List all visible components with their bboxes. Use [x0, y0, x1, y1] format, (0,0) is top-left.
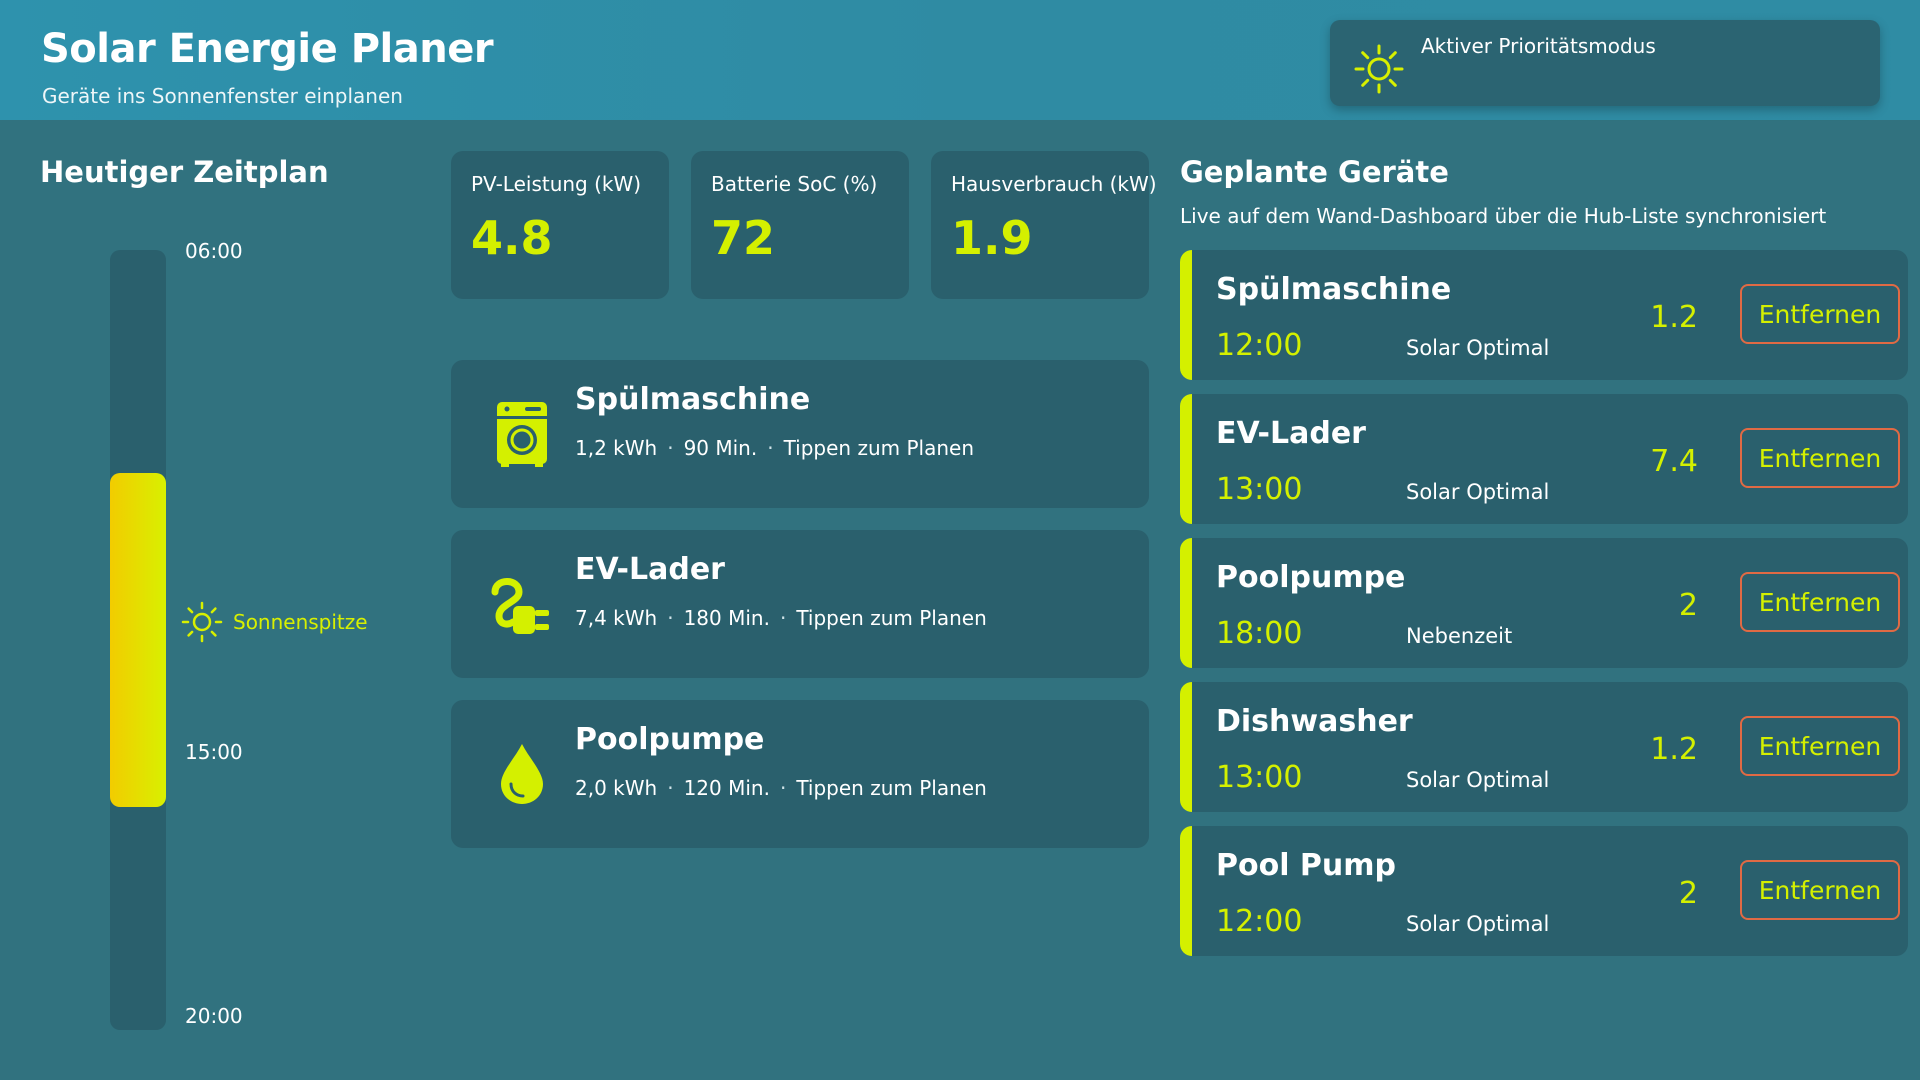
- planned-item-time: 12:00: [1216, 328, 1303, 363]
- planned-item-name: Spülmaschine: [1216, 272, 1452, 307]
- device-duration: 180 Min.: [683, 606, 770, 630]
- device-duration: 120 Min.: [683, 776, 770, 800]
- stat-value: 4.8: [471, 211, 553, 265]
- planned-item-kw: 1.2: [1650, 300, 1698, 335]
- device-meta: 2,0 kWh · 120 Min. · Tippen zum Planen: [575, 776, 987, 800]
- device-energy: 7,4 kWh: [575, 606, 658, 630]
- device-duration: 90 Min.: [683, 436, 758, 460]
- planned-item: Spülmaschine 12:00 Solar Optimal 1.2 Ent…: [1180, 250, 1908, 380]
- sun-icon: [181, 601, 223, 643]
- planned-subtitle: Live auf dem Wand-Dashboard über die Hub…: [1180, 204, 1827, 228]
- device-meta: 1,2 kWh · 90 Min. · Tippen zum Planen: [575, 436, 975, 460]
- planned-item-time: 13:00: [1216, 472, 1303, 507]
- planned-item-kw: 1.2: [1650, 732, 1698, 767]
- stat-label: PV-Leistung (kW): [471, 172, 642, 196]
- timeline-title: Heutiger Zeitplan: [40, 155, 329, 189]
- planned-item-time: 12:00: [1216, 904, 1303, 939]
- planned-item-kw: 2: [1678, 588, 1698, 623]
- app-subtitle: Geräte ins Sonnenfenster einplanen: [42, 84, 403, 108]
- app-title: Solar Energie Planer: [41, 26, 494, 72]
- planned-item-mode: Nebenzeit: [1406, 624, 1513, 648]
- device-meta: 7,4 kWh · 180 Min. · Tippen zum Planen: [575, 606, 987, 630]
- device-card-ev-charger[interactable]: EV-Lader 7,4 kWh · 180 Min. · Tippen zum Pla…: [451, 530, 1149, 678]
- timeline-sun-window: [110, 473, 166, 807]
- stat-card-house-consumption: Hausverbrauch (kW) 1.9: [931, 151, 1157, 299]
- washing-machine-icon: [497, 402, 547, 467]
- planned-item: Poolpumpe 18:00 Nebenzeit 2 Entfernen: [1180, 538, 1908, 668]
- device-card-pool-pump[interactable]: Poolpumpe 2,0 kWh · 120 Min. · Tippen zum Pl…: [451, 700, 1149, 848]
- remove-button[interactable]: Entfernen: [1740, 428, 1900, 488]
- sun-peak-marker: Sonnenspitze: [181, 600, 368, 644]
- stat-value: 72: [711, 211, 776, 265]
- planned-item-name: EV-Lader: [1216, 416, 1366, 451]
- device-name: EV-Lader: [575, 552, 725, 587]
- device-name: Spülmaschine: [575, 382, 811, 417]
- planned-item: Dishwasher 13:00 Solar Optimal 1.2 Entfe…: [1180, 682, 1908, 812]
- stat-label: Hausverbrauch (kW): [951, 172, 1157, 196]
- planned-item-name: Pool Pump: [1216, 848, 1397, 883]
- planned-item-name: Dishwasher: [1216, 704, 1413, 739]
- device-energy: 1,2 kWh: [575, 436, 658, 460]
- stat-card-pv-power: PV-Leistung (kW) 4.8: [451, 151, 669, 299]
- device-hint: Tippen zum Planen: [796, 606, 987, 630]
- remove-button[interactable]: Entfernen: [1740, 716, 1900, 776]
- time-label-start: 06:00: [185, 239, 243, 263]
- planned-item-mode: Solar Optimal: [1406, 912, 1550, 936]
- time-label-mid: 15:00: [185, 740, 243, 764]
- planned-item: Pool Pump 12:00 Solar Optimal 2 Entferne…: [1180, 826, 1908, 956]
- planned-item-kw: 7.4: [1650, 444, 1698, 479]
- stat-label: Batterie SoC (%): [711, 172, 878, 196]
- remove-button[interactable]: Entfernen: [1740, 860, 1900, 920]
- sun-peak-label: Sonnenspitze: [233, 610, 368, 634]
- planned-item-mode: Solar Optimal: [1406, 336, 1550, 360]
- planned-item: EV-Lader 13:00 Solar Optimal 7.4 Entfern…: [1180, 394, 1908, 524]
- planned-item-time: 18:00: [1216, 616, 1303, 651]
- device-hint: Tippen zum Planen: [796, 776, 987, 800]
- device-hint: Tippen zum Planen: [783, 436, 975, 460]
- device-energy: 2,0 kWh: [575, 776, 658, 800]
- planned-title: Geplante Geräte: [1180, 155, 1449, 189]
- planned-item-name: Poolpumpe: [1216, 560, 1406, 595]
- sun-icon: [1354, 44, 1404, 94]
- water-drop-icon: [501, 744, 543, 804]
- planned-item-kw: 2: [1678, 876, 1698, 911]
- ev-plug-icon: [491, 578, 549, 634]
- remove-button[interactable]: Entfernen: [1740, 572, 1900, 632]
- planned-item-time: 13:00: [1216, 760, 1303, 795]
- device-name: Poolpumpe: [575, 722, 765, 757]
- priority-mode-toggle[interactable]: Aktiver Prioritätsmodus: [1330, 20, 1880, 106]
- planned-item-mode: Solar Optimal: [1406, 768, 1550, 792]
- time-label-end: 20:00: [185, 1004, 243, 1028]
- device-card-dishwasher[interactable]: Spülmaschine 1,2 kWh · 90 Min. · Tippen zum …: [451, 360, 1149, 508]
- stat-card-battery-soc: Batterie SoC (%) 72: [691, 151, 909, 299]
- priority-mode-label: Aktiver Prioritätsmodus: [1421, 34, 1656, 58]
- remove-button[interactable]: Entfernen: [1740, 284, 1900, 344]
- stat-value: 1.9: [951, 211, 1033, 265]
- planned-item-mode: Solar Optimal: [1406, 480, 1550, 504]
